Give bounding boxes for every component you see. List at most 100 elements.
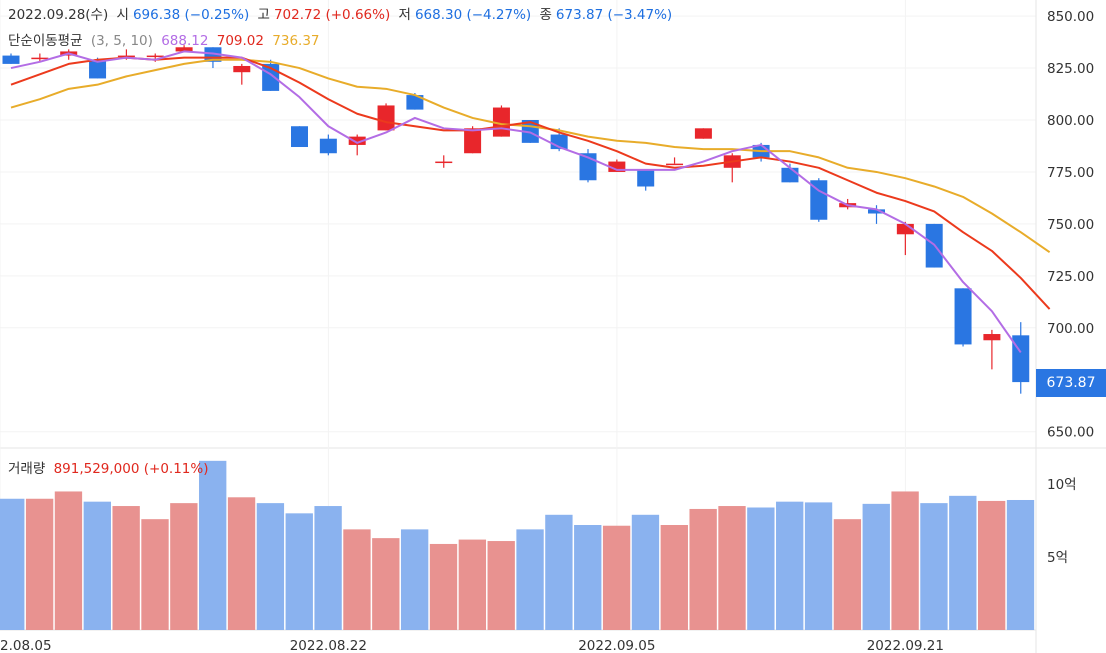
candle-body xyxy=(31,57,49,60)
volume-bar xyxy=(718,506,746,630)
ma10-value: 736.37 xyxy=(272,33,320,49)
date-tick-label: 2.08.05 xyxy=(0,638,52,653)
price-tick-label: 850.00 xyxy=(1047,9,1094,25)
date-tick-label: 2022.08.22 xyxy=(290,638,367,653)
volume-bar xyxy=(112,506,140,630)
volume-bar xyxy=(458,539,487,630)
volume-bar xyxy=(891,491,919,630)
ma10-line xyxy=(10,58,1051,254)
price-tick-label: 725.00 xyxy=(1047,269,1094,285)
volume-bar xyxy=(689,508,717,630)
volume-bar xyxy=(83,501,111,630)
candle-body xyxy=(175,47,193,52)
candle-body xyxy=(435,161,453,164)
ma-params: (3, 5, 10) xyxy=(90,33,153,49)
volume-bar xyxy=(804,502,833,630)
volume-bar xyxy=(314,506,342,630)
volume-bar xyxy=(516,529,544,630)
price-tick-label: 700.00 xyxy=(1047,321,1094,337)
volume-bar xyxy=(285,513,313,630)
ohlc-header: 2022.09.28(수) 시 696.38 (−0.25%) 고 702.72 (… xyxy=(8,3,676,23)
date-tick-label: 2022.09.21 xyxy=(867,638,944,653)
candle-body xyxy=(377,105,395,131)
volume-value: 891,529,000 (+0.11%) xyxy=(53,461,209,477)
price-tick-label: 800.00 xyxy=(1047,113,1094,129)
candle-body xyxy=(291,126,308,148)
candle-body xyxy=(868,209,885,214)
price-tick-label: 650.00 xyxy=(1047,425,1094,441)
volume-bar xyxy=(141,519,169,630)
candle-body xyxy=(954,288,972,345)
volume-bar xyxy=(776,501,804,630)
volume-bar xyxy=(199,460,227,630)
date-label: 2022.09.28(수) xyxy=(8,7,109,23)
open-label: 시 xyxy=(116,7,129,23)
volume-bar xyxy=(227,497,256,630)
volume-bar xyxy=(25,498,54,630)
candle-body xyxy=(464,128,482,154)
volume-bar xyxy=(54,491,83,630)
ma-label: 단순이동평균 xyxy=(8,33,83,49)
date-axis: 2.08.05 2022.08.22 2022.09.05 2022.09.21 xyxy=(0,638,944,653)
high-value: 702.72 (+0.66%) xyxy=(273,7,391,23)
candle-body xyxy=(406,95,424,110)
volume-bar xyxy=(631,514,660,630)
candle-body xyxy=(781,167,799,183)
volume-bars xyxy=(0,460,1035,630)
volume-bar xyxy=(487,541,515,630)
volume-bar xyxy=(862,503,890,630)
moving-average-lines xyxy=(10,50,1051,354)
close-value: 673.87 (−3.47%) xyxy=(555,7,673,23)
candlesticks xyxy=(2,45,1030,394)
volume-bar xyxy=(400,529,429,630)
candle-body xyxy=(319,138,337,154)
volume-bar xyxy=(660,525,688,630)
candle-body xyxy=(117,55,135,58)
volume-bar xyxy=(949,495,977,630)
candle-body xyxy=(89,59,107,79)
candle-body xyxy=(810,180,828,220)
volume-bar xyxy=(920,503,948,630)
volume-bar xyxy=(429,543,458,630)
volume-bar xyxy=(170,503,198,630)
volume-label: 거래량 xyxy=(8,461,46,477)
volume-bar xyxy=(977,500,1006,630)
ma3-line xyxy=(10,50,1022,354)
volume-tick-label: 5억 xyxy=(1047,550,1068,566)
volume-bar xyxy=(1006,499,1035,630)
candle-body xyxy=(2,55,20,64)
low-label: 저 xyxy=(398,7,411,23)
price-tick-label: 825.00 xyxy=(1047,61,1094,77)
volume-bar xyxy=(545,514,573,630)
volume-bar xyxy=(833,519,862,630)
volume-bar xyxy=(343,529,371,630)
ma5-line xyxy=(10,56,1051,310)
low-value: 668.30 (−4.27%) xyxy=(414,7,532,23)
volume-bar xyxy=(574,525,602,630)
moving-average-legend: 단순이동평균 (3, 5, 10) 688.12 709.02 736.37 xyxy=(8,29,324,49)
price-tick-label: 775.00 xyxy=(1047,165,1094,181)
volume-bar xyxy=(372,538,400,630)
volume-tick-label: 10억 xyxy=(1047,477,1077,493)
close-label: 종 xyxy=(539,7,552,23)
volume-bar xyxy=(602,525,631,630)
candle-body xyxy=(694,128,712,139)
candle-body xyxy=(233,65,251,73)
candle-body xyxy=(608,161,626,172)
candle-body xyxy=(637,169,655,187)
ma5-value: 709.02 xyxy=(216,33,264,49)
open-value: 696.38 (−0.25%) xyxy=(132,7,250,23)
candle-body xyxy=(146,55,164,58)
current-price-tag: 673.87 xyxy=(1036,369,1106,397)
high-label: 고 xyxy=(257,7,270,23)
volume-bar xyxy=(747,507,775,630)
candle-body xyxy=(666,163,684,166)
candle-body xyxy=(983,334,1001,341)
ma3-value: 688.12 xyxy=(161,33,209,49)
date-tick-label: 2022.09.05 xyxy=(578,638,655,653)
price-axis: 850.00 825.00 800.00 775.00 750.00 725.00 700.… xyxy=(1047,9,1094,566)
candle-body xyxy=(896,223,914,235)
volume-bar xyxy=(256,503,285,630)
price-tick-label: 750.00 xyxy=(1047,217,1094,233)
